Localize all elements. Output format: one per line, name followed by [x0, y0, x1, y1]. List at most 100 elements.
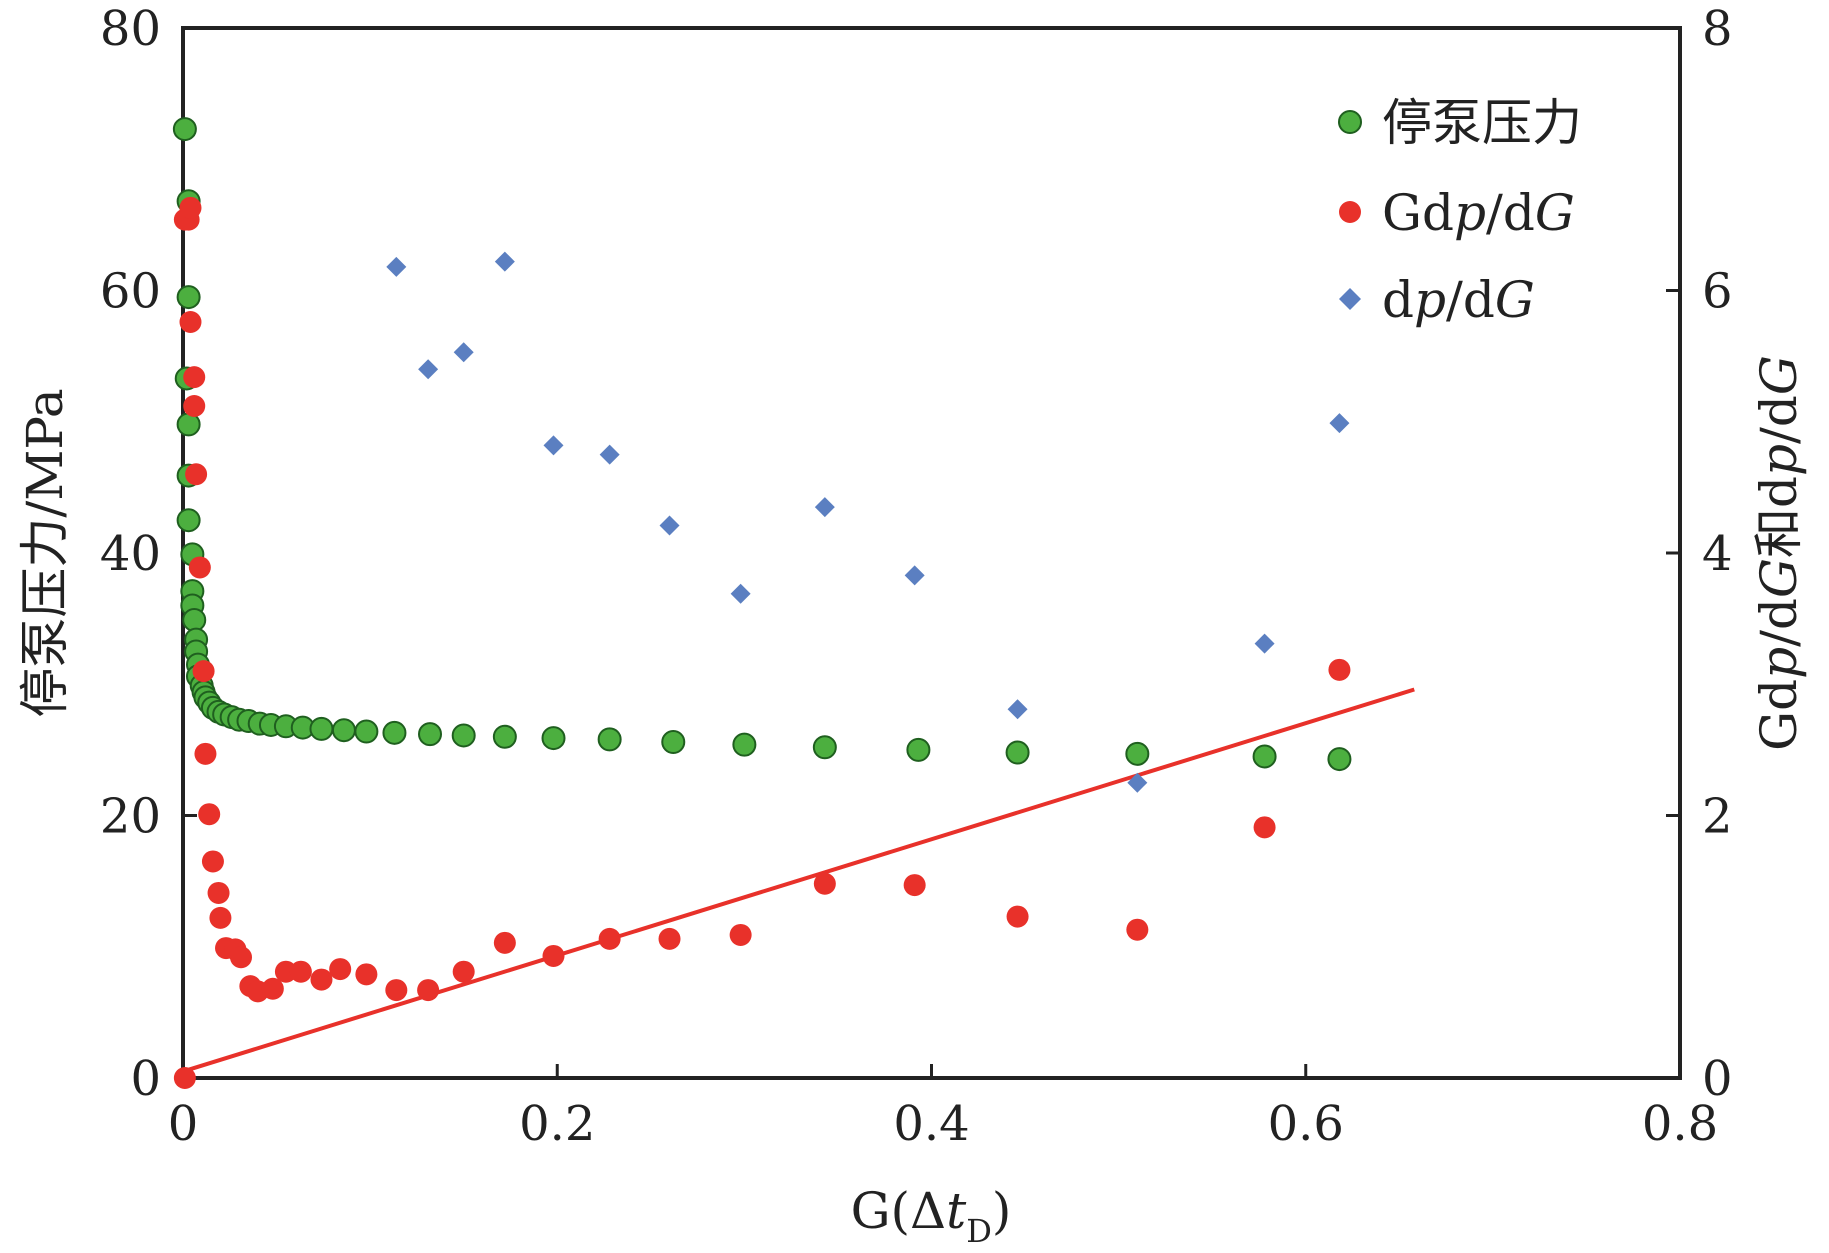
x-tick-label: 0.2 — [519, 1096, 595, 1152]
gdpdg-point — [194, 742, 217, 765]
x-axis-title: G(ΔtD) — [851, 1182, 1012, 1250]
legend-item-pressure: 停泵压力 — [1338, 94, 1582, 152]
gdpdg-point — [1006, 905, 1029, 928]
pressure-point — [172, 117, 197, 142]
pressure-point — [354, 719, 379, 744]
gdpdg-point — [201, 850, 224, 873]
gdpdg-point — [185, 463, 208, 486]
pressure-point — [176, 508, 201, 533]
gdpdg-point — [179, 311, 202, 333]
gdpdg-point — [1126, 918, 1149, 941]
y-right-tick-label: 0 — [1702, 1051, 1733, 1107]
pressure-point — [418, 722, 443, 747]
dpdg-point — [453, 342, 474, 363]
gdpdg-point — [183, 366, 206, 389]
dpdg-point — [1127, 772, 1148, 793]
pressure-point — [309, 716, 334, 741]
pressure-point — [1327, 747, 1352, 772]
gdpdg-point — [1253, 816, 1276, 839]
pressure-point — [661, 730, 686, 754]
dpdg-point — [814, 497, 835, 518]
y-right-tick-label: 8 — [1702, 1, 1733, 57]
gdpdg-point — [289, 960, 312, 983]
trend-line — [182, 687, 1415, 1074]
pressure-point — [451, 723, 476, 748]
trend-line-layer — [182, 687, 1415, 1074]
gdpdg-point — [417, 979, 440, 1002]
gdpdg-point — [183, 395, 206, 417]
gdpdg-point — [179, 196, 202, 219]
gdpdg-point — [207, 881, 230, 904]
pressure-point — [331, 718, 356, 743]
gdpdg-point — [329, 958, 352, 981]
dpdg-point — [904, 565, 925, 586]
dpdg-point — [418, 359, 439, 380]
pressure-point — [812, 735, 837, 760]
gdpdg-point — [188, 556, 211, 579]
dpdg-point — [1254, 633, 1275, 654]
gdpdg-point — [355, 963, 378, 986]
gdpdg-point — [903, 874, 926, 897]
pressure-point — [1005, 740, 1030, 765]
pressure-point — [382, 720, 407, 745]
gdpdg-point — [1328, 658, 1351, 681]
dpdg-point — [659, 515, 680, 536]
y-axis-right-title: Gdp/dG和dp/dG — [1750, 355, 1808, 751]
pressure-point — [732, 732, 757, 757]
gdpdg-point — [192, 660, 215, 683]
gdpdg-point — [209, 906, 232, 929]
pressure-point — [176, 285, 201, 310]
y-left-tick-label: 40 — [100, 526, 161, 582]
gdpdg-point — [542, 944, 565, 967]
legend-label-pressure: 停泵压力 — [1382, 94, 1582, 152]
gdpdg-point — [598, 927, 621, 950]
legend-item-gdpdg: Gdp/dG — [1339, 184, 1575, 242]
gdpdg-point — [230, 946, 253, 969]
pressure-point — [1125, 741, 1150, 766]
x-tick-label: 0.6 — [1268, 1096, 1344, 1152]
series-gdpdg-points — [173, 196, 1351, 1089]
y-left-tick-label: 80 — [100, 1, 161, 57]
dpdg-point — [386, 256, 407, 277]
legend-marker-gdpdg — [1339, 201, 1361, 223]
dpdg-point — [730, 583, 751, 604]
dpdg-point — [543, 435, 564, 456]
series-pressure-points — [172, 117, 1352, 772]
legend-item-dpdg: dp/dG — [1339, 271, 1535, 329]
gdpdg-point — [729, 923, 752, 946]
x-tick-label: 0.4 — [893, 1096, 969, 1152]
y-left-tick-label: 60 — [100, 264, 161, 320]
y-right-tick-label: 6 — [1702, 264, 1733, 320]
gdpdg-point — [658, 927, 681, 950]
dpdg-point — [494, 251, 515, 272]
legend-marker-pressure — [1338, 110, 1362, 134]
pressure-point — [182, 607, 207, 632]
legend-label-dpdg: dp/dG — [1382, 271, 1535, 329]
x-tick-label: 0.8 — [1642, 1096, 1718, 1152]
gdpdg-point — [493, 931, 516, 954]
series-dpdg-points — [386, 251, 1350, 793]
gdpdg-point — [813, 872, 836, 895]
gdpdg-point — [452, 960, 475, 983]
gdpdg-point — [173, 1067, 196, 1089]
pressure-point — [541, 726, 566, 751]
gdpdg-point — [385, 979, 408, 1002]
legend-label-gdpdg: Gdp/dG — [1382, 184, 1575, 242]
legend: 停泵压力 Gdp/dG dp/dG — [1338, 94, 1582, 329]
pressure-point — [597, 727, 622, 752]
pressure-point — [492, 724, 517, 749]
y-left-tick-label: 20 — [100, 789, 161, 845]
gdpdg-point — [310, 968, 333, 991]
x-tick-label: 0 — [168, 1096, 199, 1152]
y-axis-left-title: 停泵压力/MPa — [16, 388, 74, 717]
dpdg-point — [599, 444, 620, 465]
gdpdg-point — [198, 803, 221, 826]
y-right-tick-label: 4 — [1702, 526, 1733, 582]
dpdg-point — [1329, 413, 1350, 434]
pressure-point — [1252, 744, 1277, 769]
dpdg-point — [1007, 699, 1028, 720]
legend-marker-dpdg — [1339, 288, 1361, 310]
y-right-tick-label: 2 — [1702, 789, 1733, 845]
